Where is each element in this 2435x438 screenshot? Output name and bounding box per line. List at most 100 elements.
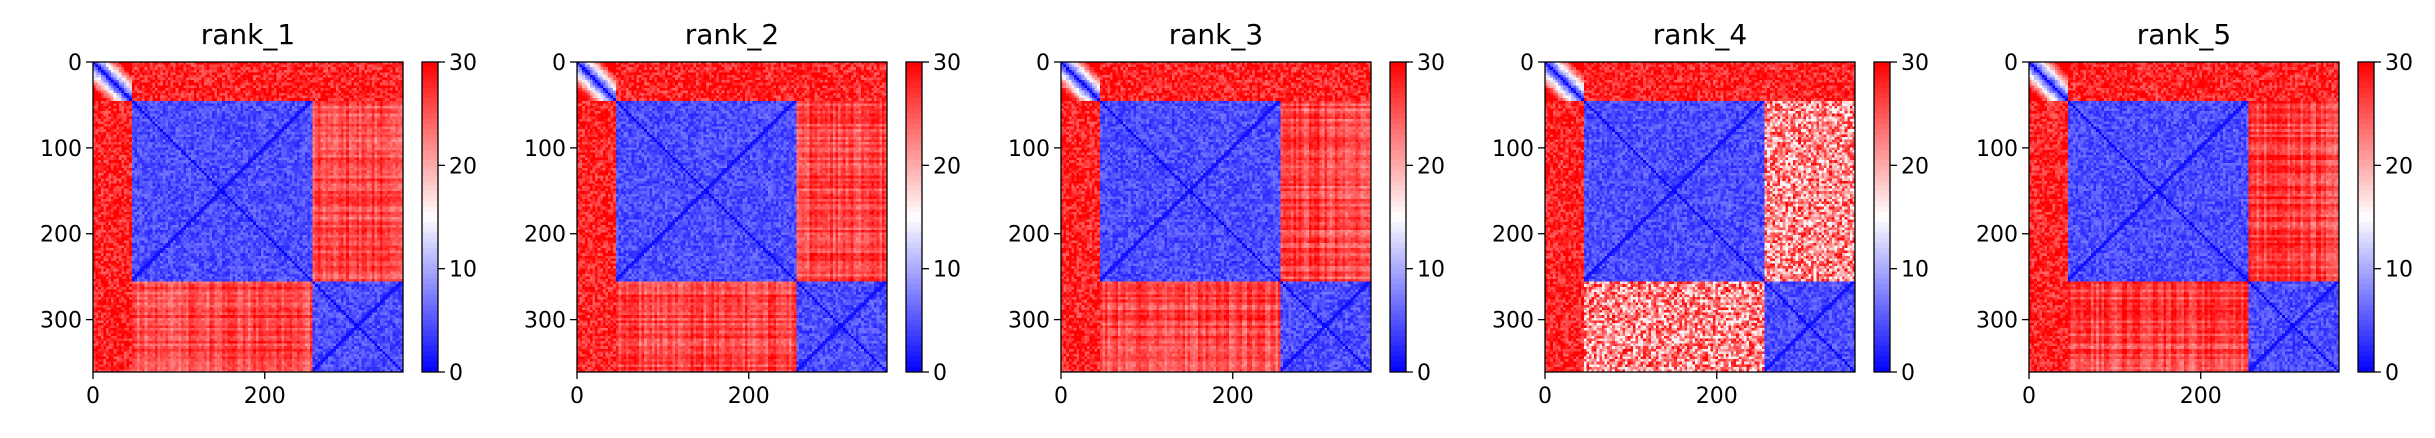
heatmap-cell [147, 103, 150, 106]
heatmap-cell [369, 93, 372, 96]
heatmap-cell [297, 160, 300, 163]
heatmap-cell [251, 116, 254, 119]
heatmap-cell [369, 163, 372, 166]
heatmap-cell [395, 106, 398, 109]
heatmap-cell [243, 83, 246, 86]
heatmap-cell [240, 85, 243, 88]
heatmap-cell [116, 96, 119, 99]
heatmap-cell [341, 93, 344, 96]
heatmap-cell [382, 142, 385, 145]
heatmap-cell [101, 70, 104, 73]
heatmap-cell [129, 65, 132, 68]
heatmap-cell [160, 80, 163, 83]
heatmap-cell [217, 140, 220, 143]
heatmap-cell [145, 70, 148, 73]
heatmap-cell [279, 78, 282, 81]
heatmap-cell [369, 124, 372, 127]
heatmap-cell [369, 152, 372, 155]
heatmap-cell [212, 114, 215, 117]
heatmap-cell [176, 119, 179, 122]
heatmap-cell [155, 98, 158, 101]
heatmap-cell [137, 72, 140, 75]
heatmap-cell [209, 85, 212, 88]
heatmap-cell [354, 103, 357, 106]
heatmap-cell [346, 155, 349, 158]
heatmap-cell [183, 106, 186, 109]
heatmap-cell [320, 129, 323, 132]
heatmap-cell [269, 132, 272, 135]
heatmap-cell [207, 116, 210, 119]
heatmap-cell [134, 129, 137, 132]
heatmap-cell [320, 65, 323, 68]
heatmap-cell [98, 142, 101, 145]
heatmap-cell [243, 90, 246, 93]
heatmap-cell [178, 116, 181, 119]
heatmap-cell [103, 109, 106, 112]
heatmap-cell [364, 93, 367, 96]
heatmap-cell [245, 93, 248, 96]
heatmap-cell [142, 163, 145, 166]
heatmap-cell [103, 96, 106, 99]
heatmap-cell [323, 140, 326, 143]
heatmap-cell [124, 116, 127, 119]
heatmap-cell [173, 142, 176, 145]
heatmap-cell [344, 103, 347, 106]
heatmap-cell [103, 111, 106, 114]
heatmap-cell [145, 106, 148, 109]
heatmap-cell [165, 127, 168, 130]
heatmap-cell [341, 98, 344, 101]
heatmap-cell [127, 78, 130, 81]
heatmap-cell [199, 142, 202, 145]
heatmap-cell [124, 145, 127, 148]
heatmap-cell [227, 134, 230, 137]
heatmap-cell [305, 147, 308, 150]
heatmap-cell [367, 127, 370, 130]
heatmap-cell [243, 109, 246, 112]
heatmap-cell [114, 90, 117, 93]
heatmap-cell [302, 101, 305, 104]
heatmap-cell [121, 85, 124, 88]
heatmap-cell [398, 155, 401, 158]
heatmap-cell [333, 134, 336, 137]
heatmap-cell [238, 134, 241, 137]
heatmap-cell [233, 114, 236, 117]
heatmap-cell [295, 160, 298, 163]
heatmap-cell [344, 132, 347, 135]
heatmap-cell [155, 90, 158, 93]
heatmap-cell [284, 132, 287, 135]
heatmap-cell [212, 121, 215, 124]
heatmap-cell [362, 160, 365, 163]
heatmap-cell [199, 75, 202, 78]
heatmap-cell [196, 155, 199, 158]
heatmap-cell [98, 163, 101, 166]
heatmap-cell [341, 90, 344, 93]
heatmap-cell [119, 75, 122, 78]
heatmap-cell [390, 98, 393, 101]
heatmap-cell [346, 70, 349, 73]
heatmap-cell [98, 90, 101, 93]
heatmap-cell [326, 103, 329, 106]
heatmap-cell [380, 119, 383, 122]
heatmap-cell [375, 98, 378, 101]
heatmap-cell [199, 109, 202, 112]
heatmap-cell [395, 83, 398, 86]
heatmap-cell [251, 132, 254, 135]
heatmap-cell [346, 150, 349, 153]
heatmap-cell [320, 114, 323, 117]
heatmap-cell [152, 101, 155, 104]
heatmap-cell [235, 160, 238, 163]
heatmap-cell [307, 124, 310, 127]
heatmap-cell [318, 140, 321, 143]
heatmap-cell [279, 114, 282, 117]
heatmap-cell [313, 147, 316, 150]
heatmap-cell [209, 75, 212, 78]
heatmap-cell [235, 83, 238, 86]
heatmap-cell [251, 72, 254, 75]
heatmap-cell [181, 101, 184, 104]
heatmap-cell [194, 132, 197, 135]
heatmap-cell [393, 111, 396, 114]
heatmap-cell [305, 121, 308, 124]
heatmap-cell [367, 103, 370, 106]
heatmap-cell [233, 90, 236, 93]
heatmap-cell [326, 93, 329, 96]
